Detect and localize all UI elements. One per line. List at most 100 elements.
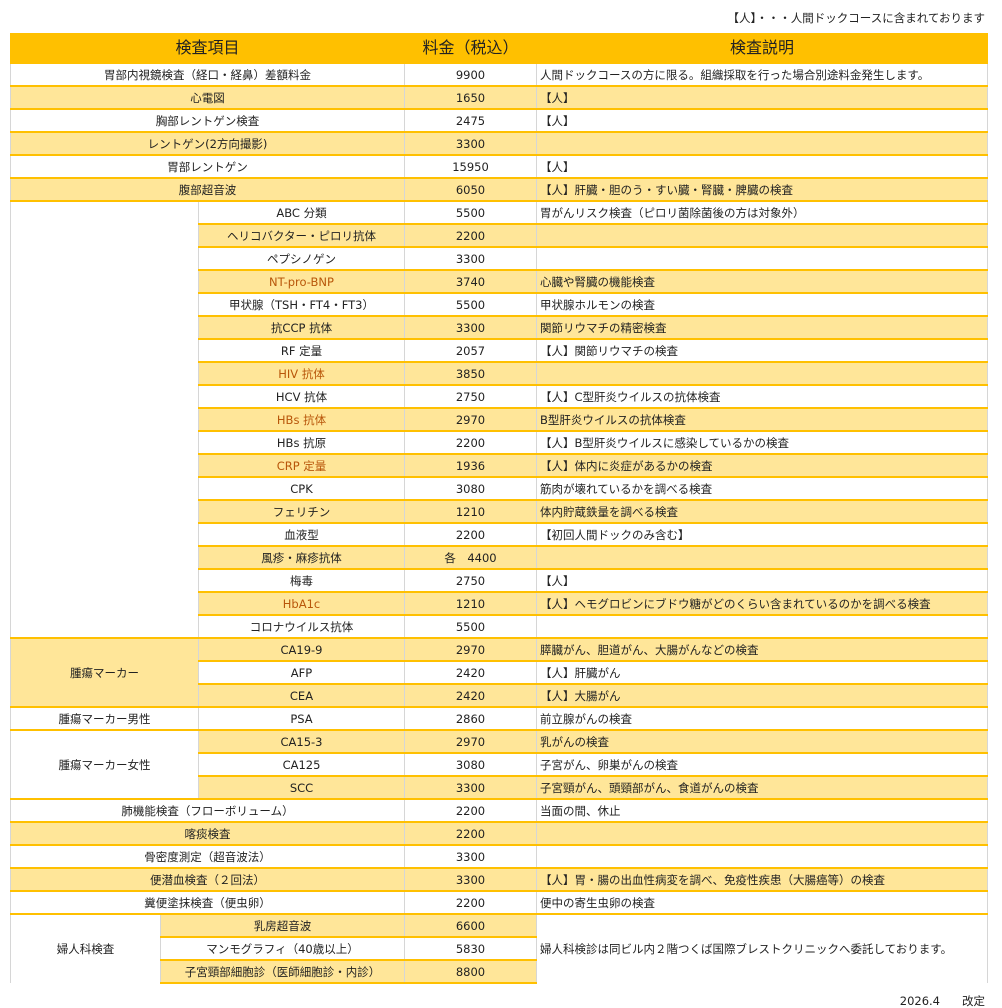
table-row: HBs 抗原 2200 【人】B型肝炎ウイルスに感染しているかの検査 xyxy=(11,430,988,454)
exam-name: 糞便塗抹検査（便虫卵） xyxy=(10,890,405,914)
exam-description: 体内貯蔵鉄量を調べる検査 xyxy=(536,499,988,523)
exam-price: 3080 xyxy=(404,476,537,500)
exam-price: 3300 xyxy=(404,775,537,799)
exam-price: 2750 xyxy=(404,568,537,592)
exam-price: 2750 xyxy=(404,384,537,408)
exam-description: 筋肉が壊れているかを調べる検査 xyxy=(536,476,988,500)
table-row: 胸部レントゲン検査 2475 【人】 xyxy=(10,108,988,132)
exam-description xyxy=(536,223,988,247)
exam-price: 2970 xyxy=(404,729,537,753)
group-label: 婦人科検査 xyxy=(10,913,161,983)
exam-description xyxy=(536,361,988,385)
exam-price: 3740 xyxy=(404,269,537,293)
exam-price: 2200 xyxy=(404,821,537,845)
exam-description: 前立腺がんの検査 xyxy=(536,706,988,730)
exam-price: 1650 xyxy=(404,85,537,109)
exam-price: 2200 xyxy=(404,890,537,914)
table-row: 糞便塗抹検査（便虫卵） 2200 便中の寄生虫卵の検査 xyxy=(10,890,988,914)
table-row: 抗CCP 抗体 3300 関節リウマチの精密検査 xyxy=(11,315,988,339)
table-row: CPK 3080 筋肉が壊れているかを調べる検査 xyxy=(11,476,988,500)
price-table: 検査項目 料金（税込） 検査説明 胃部内視鏡検査（経口・経鼻）差額料金 9900 人… xyxy=(10,33,988,984)
exam-price: 2970 xyxy=(404,407,537,431)
exam-name: 梅毒 xyxy=(198,568,405,592)
exam-description: 【人】ヘモグロビンにブドウ糖がどのくらい含まれているのかを調べる検査 xyxy=(536,591,988,615)
table-row: HBs 抗体 2970 B型肝炎ウイルスの抗体検査 xyxy=(11,407,988,431)
exam-name: CRP 定量 xyxy=(198,453,405,477)
exam-name: SCC xyxy=(198,775,405,799)
group-label: 腫瘍マーカー xyxy=(10,637,199,707)
table-row: 骨密度測定（超音波法） 3300 xyxy=(10,844,988,868)
table-row: 風疹・麻疹抗体各 4400 xyxy=(11,545,988,569)
exam-description: 当面の間、休止 xyxy=(536,798,988,822)
exam-description: 婦人科検診は同ビル内２階つくば国際ブレストクリニックへ委託しております。 xyxy=(536,913,988,983)
exam-name: コロナウイルス抗体 xyxy=(198,614,405,638)
exam-price: 5500 xyxy=(404,292,537,316)
exam-name: 胃部レントゲン xyxy=(10,154,405,178)
exam-name: フェリチン xyxy=(198,499,405,523)
exam-price: 5500 xyxy=(404,614,537,638)
table-row: 心電図 1650 【人】 xyxy=(10,85,988,109)
exam-description: 心臓や腎臓の機能検査 xyxy=(536,269,988,293)
exam-description xyxy=(536,545,988,569)
exam-name: PSA xyxy=(198,706,405,730)
table-row: 肺機能検査（フローボリューム） 2200 当面の間、休止 xyxy=(10,798,988,822)
exam-name: レントゲン(2方向撮影) xyxy=(10,131,405,155)
exam-description xyxy=(536,614,988,638)
exam-description: 【人】関節リウマチの検査 xyxy=(536,338,988,362)
table-row: 胃部レントゲン 15950 【人】 xyxy=(10,154,988,178)
exam-price: 3080 xyxy=(404,752,537,776)
table-row: 喀痰検査 2200 xyxy=(10,821,988,845)
table-row: HCV 抗体 2750 【人】C型肝炎ウイルスの抗体検査 xyxy=(11,384,988,408)
exam-name: 胸部レントゲン検査 xyxy=(10,108,405,132)
exam-price: 2475 xyxy=(404,108,537,132)
table-row: AFP 2420 【人】肝臓がん xyxy=(11,660,988,684)
exam-description xyxy=(536,131,988,155)
exam-description: 【人】B型肝炎ウイルスに感染しているかの検査 xyxy=(536,430,988,454)
exam-price: 各 4400 xyxy=(404,545,537,569)
exam-description: 【人】 xyxy=(536,568,988,592)
table-row: ABC 分類 5500 胃がんリスク検査（ピロリ菌除菌後の方は対象外） xyxy=(10,200,988,638)
table-row: コロナウイルス抗体 5500 xyxy=(11,614,988,638)
exam-name: CA19-9 xyxy=(198,637,405,661)
table-row: 腫瘍マーカー女性 CA15-3 2970 乳がんの検査 xyxy=(10,729,988,799)
exam-description: 人間ドックコースの方に限る。組織採取を行った場合別途料金発生します。 xyxy=(536,62,988,86)
exam-name: CEA xyxy=(198,683,405,707)
exam-price: 8800 xyxy=(404,959,537,984)
table-row: HIV 抗体 3850 xyxy=(11,361,988,385)
table-row: SCC 3300 子宮頸がん、頭頸部がん、食道がんの検査 xyxy=(11,775,988,799)
revision-label: 改定 xyxy=(962,994,985,1008)
exam-name: HBs 抗原 xyxy=(198,430,405,454)
exam-price: 1210 xyxy=(404,591,537,615)
table-header: 検査項目 料金（税込） 検査説明 xyxy=(10,33,988,64)
exam-price: 2057 xyxy=(404,338,537,362)
exam-name: 抗CCP 抗体 xyxy=(198,315,405,339)
exam-description: 【人】肝臓・胆のう・すい臓・腎臓・脾臓の検査 xyxy=(536,177,988,201)
exam-description: 【人】胃・腸の出血性病変を調べ、免疫性疾患（大腸癌等）の検査 xyxy=(536,867,988,891)
exam-name: CA125 xyxy=(198,752,405,776)
group-label: 腫瘍マーカー男性 xyxy=(10,706,199,730)
exam-name: AFP xyxy=(198,660,405,684)
exam-description: B型肝炎ウイルスの抗体検査 xyxy=(536,407,988,431)
exam-name: ヘリコバクター・ピロリ抗体 xyxy=(198,223,405,247)
exam-name: CPK xyxy=(198,476,405,500)
exam-price: 2200 xyxy=(404,223,537,247)
exam-price: 2420 xyxy=(404,683,537,707)
exam-price: 5830 xyxy=(404,936,537,960)
exam-name: 喀痰検査 xyxy=(10,821,405,845)
exam-price: 3300 xyxy=(404,131,537,155)
exam-name: 骨密度測定（超音波法） xyxy=(10,844,405,868)
exam-description: 子宮がん、卵巣がんの検査 xyxy=(536,752,988,776)
exam-name: 便潜血検査（２回法） xyxy=(10,867,405,891)
exam-description xyxy=(536,246,988,270)
table-row: レントゲン(2方向撮影) 3300 xyxy=(10,131,988,155)
exam-name: 心電図 xyxy=(10,85,405,109)
table-row: RF 定量 2057 【人】関節リウマチの検査 xyxy=(11,338,988,362)
exam-name: HbA1c xyxy=(198,591,405,615)
table-row: 子宮頸部細胞診（医師細胞診・内診） 8800 xyxy=(11,959,988,984)
table-row: HbA1c 1210 【人】ヘモグロビンにブドウ糖がどのくらい含まれているのかを調べ… xyxy=(11,591,988,615)
table-row: 便潜血検査（２回法） 3300 【人】胃・腸の出血性病変を調べ、免疫性疾患（大腸癌等… xyxy=(10,867,988,891)
exam-price: 2420 xyxy=(404,660,537,684)
group-label: 腫瘍マーカー女性 xyxy=(10,729,199,799)
table-row: CRP 定量 1936 【人】体内に炎症があるかの検査 xyxy=(11,453,988,477)
revision-note: 2026.4 改定 xyxy=(0,994,1002,1008)
